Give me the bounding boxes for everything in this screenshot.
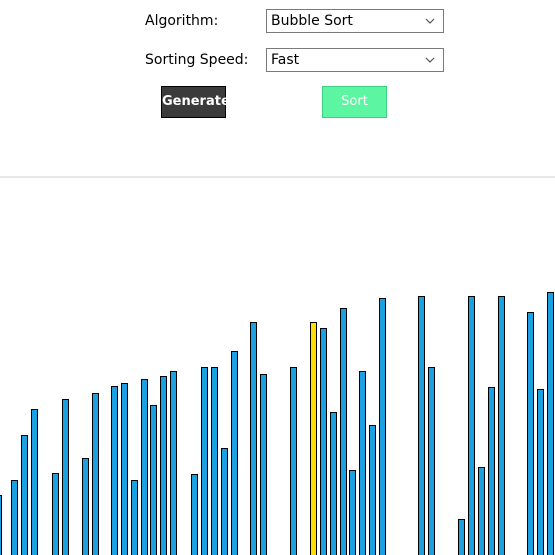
array-bar xyxy=(478,467,485,555)
array-bar xyxy=(150,405,157,555)
array-bar xyxy=(488,387,495,555)
array-bar xyxy=(340,308,347,555)
controls-panel: Algorithm: Bubble Sort Sorting Speed: Fa… xyxy=(0,0,555,176)
array-bar xyxy=(320,328,327,555)
array-bar xyxy=(160,376,167,555)
array-bar xyxy=(498,296,505,555)
array-bar xyxy=(82,458,89,555)
array-bar xyxy=(92,393,99,555)
sorting-speed-select-value: Fast xyxy=(271,52,300,68)
array-bar xyxy=(260,374,267,555)
array-bar xyxy=(141,379,148,555)
array-bar xyxy=(547,292,554,555)
array-bar xyxy=(0,495,2,555)
array-bar xyxy=(31,409,38,555)
array-bar xyxy=(11,480,18,555)
array-bar xyxy=(359,371,366,555)
bar-canvas xyxy=(0,178,555,555)
array-bar xyxy=(62,399,69,555)
array-bar xyxy=(349,470,356,555)
chevron-down-icon xyxy=(425,57,435,63)
array-bar xyxy=(131,480,138,555)
array-bar-active xyxy=(310,322,317,555)
array-bar xyxy=(201,367,208,555)
array-bar xyxy=(170,371,177,555)
sort-button[interactable]: Sort xyxy=(322,86,387,118)
array-bar xyxy=(191,474,198,555)
algorithm-label: Algorithm: xyxy=(145,13,219,29)
array-bar xyxy=(52,473,59,555)
array-bar xyxy=(369,425,376,555)
divider xyxy=(0,176,555,178)
array-bar xyxy=(468,296,475,555)
array-bar xyxy=(418,296,425,555)
array-bar xyxy=(121,383,128,555)
array-bar xyxy=(231,351,238,555)
chevron-down-icon xyxy=(425,18,435,24)
array-bar xyxy=(428,367,435,555)
array-bar xyxy=(250,322,257,555)
array-bar xyxy=(458,519,465,555)
sorting-speed-select[interactable]: Fast xyxy=(266,48,444,72)
algorithm-select-value: Bubble Sort xyxy=(271,13,353,29)
array-bar xyxy=(21,435,28,555)
sorting-speed-label: Sorting Speed: xyxy=(145,52,249,68)
array-bar xyxy=(221,448,228,555)
array-bar xyxy=(111,386,118,555)
array-bar xyxy=(290,367,297,555)
array-bar xyxy=(537,389,544,555)
generate-button[interactable]: Generate xyxy=(161,86,230,118)
algorithm-select[interactable]: Bubble Sort xyxy=(266,9,444,33)
array-bar xyxy=(527,312,534,555)
array-bar xyxy=(211,367,218,555)
array-bar xyxy=(330,412,337,555)
array-bar xyxy=(379,298,386,555)
